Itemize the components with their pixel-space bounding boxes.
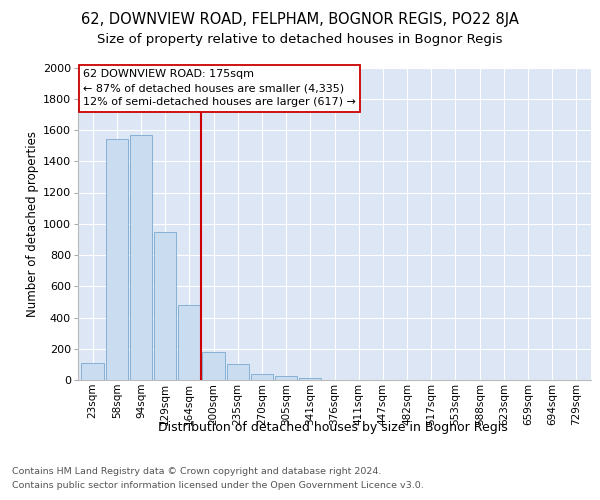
Y-axis label: Number of detached properties: Number of detached properties [26,130,39,317]
Text: 62 DOWNVIEW ROAD: 175sqm
← 87% of detached houses are smaller (4,335)
12% of sem: 62 DOWNVIEW ROAD: 175sqm ← 87% of detach… [83,69,356,107]
Text: Size of property relative to detached houses in Bognor Regis: Size of property relative to detached ho… [97,33,503,46]
Text: Contains HM Land Registry data © Crown copyright and database right 2024.: Contains HM Land Registry data © Crown c… [12,468,382,476]
Bar [178,305,200,380]
Bar [202,352,224,380]
Text: Contains public sector information licensed under the Open Government Licence v3: Contains public sector information licen… [12,481,424,490]
Bar [82,363,104,380]
Bar [106,140,128,380]
Text: Distribution of detached houses by size in Bognor Regis: Distribution of detached houses by size … [158,421,508,434]
Bar [299,378,322,380]
Bar [130,134,152,380]
Bar [154,232,176,380]
Bar [275,376,297,380]
Bar [251,374,273,380]
Bar [227,364,249,380]
Text: 62, DOWNVIEW ROAD, FELPHAM, BOGNOR REGIS, PO22 8JA: 62, DOWNVIEW ROAD, FELPHAM, BOGNOR REGIS… [81,12,519,27]
